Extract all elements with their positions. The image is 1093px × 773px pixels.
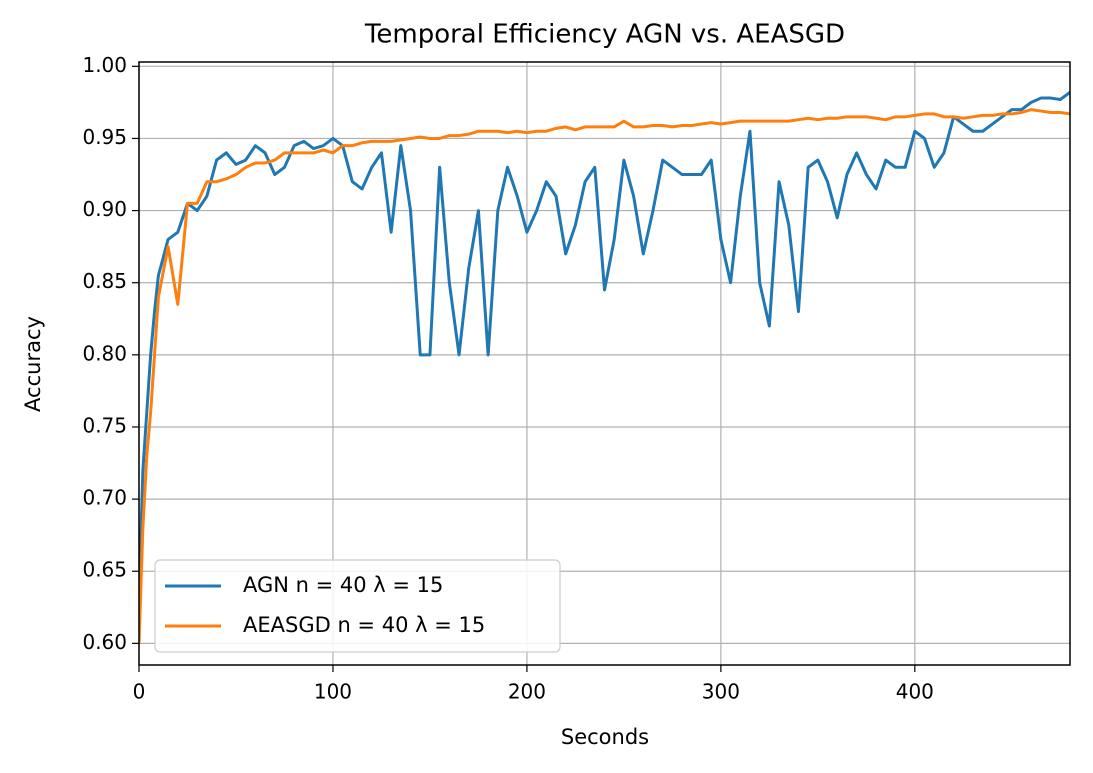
y-tick-label: 0.75 [82, 413, 127, 437]
legend-label: AEASGD n = 40 λ = 15 [243, 613, 485, 637]
y-tick-label: 0.65 [82, 558, 127, 582]
chart-title: Temporal Efficiency AGN vs. AEASGD [364, 20, 845, 50]
y-axis-label: Accuracy [21, 316, 45, 412]
x-axis-label: Seconds [561, 725, 649, 749]
x-tick-label: 200 [508, 680, 546, 704]
y-tick-label: 0.95 [82, 125, 127, 149]
x-tick-label: 0 [133, 680, 146, 704]
data-line [139, 108, 1070, 644]
data-line [139, 91, 1070, 601]
y-tick-label: 0.60 [82, 630, 127, 654]
x-tick-label: 100 [314, 680, 352, 704]
y-tick-label: 1.00 [82, 53, 127, 77]
legend-box [154, 559, 561, 653]
x-tick-label: 400 [896, 680, 934, 704]
x-tick-label: 300 [702, 680, 740, 704]
plot-lines [139, 91, 1070, 644]
y-tick-label: 0.70 [82, 486, 127, 510]
legend-label: AGN n = 40 λ = 15 [243, 573, 443, 597]
plot-frame [138, 61, 1071, 666]
y-tick-label: 0.80 [82, 341, 127, 365]
y-tick-label: 0.85 [82, 269, 127, 293]
y-tick-label: 0.90 [82, 197, 127, 221]
